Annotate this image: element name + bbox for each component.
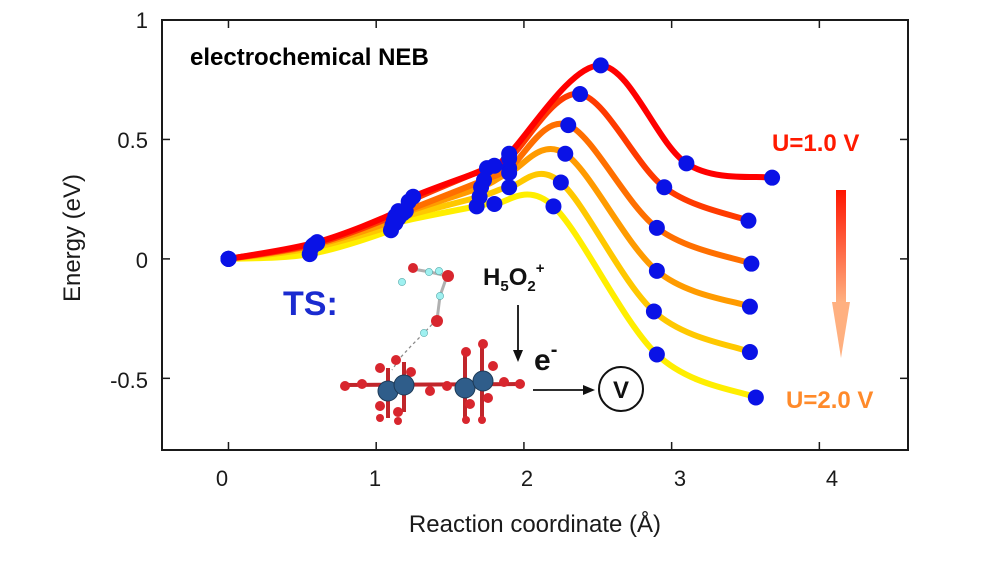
electron-label: e-	[534, 339, 557, 377]
plot-frame	[161, 19, 909, 451]
potential-arrow-shaft	[836, 190, 846, 302]
image-point-marker	[648, 219, 665, 236]
y-tick-label: 1	[136, 8, 148, 33]
image-point-marker	[740, 212, 757, 229]
image-point-marker	[648, 262, 665, 279]
image-point-marker	[557, 145, 574, 162]
voltmeter-icon	[598, 366, 644, 412]
image-point-marker	[468, 198, 485, 215]
h5o2-label: H5O2+	[483, 260, 545, 295]
axis-ticks	[162, 19, 908, 450]
image-point-marker	[545, 198, 562, 215]
x-tick-label: 0	[216, 466, 228, 491]
energy-curves	[225, 62, 776, 401]
image-point-marker	[764, 169, 781, 186]
x-tick-label: 2	[521, 466, 533, 491]
u-low-label: U=2.0 V	[786, 387, 873, 414]
image-point-marker	[741, 298, 758, 315]
image-point-marker	[478, 160, 495, 177]
x-tick-label: 4	[826, 466, 838, 491]
image-point-marker	[560, 117, 577, 134]
image-point-marker	[220, 250, 237, 267]
image-point-marker	[741, 344, 758, 361]
image-point-marker	[645, 303, 662, 320]
image-point-marker	[747, 389, 764, 406]
image-point-marker	[648, 346, 665, 363]
chart-title-label: electrochemical NEB	[190, 44, 429, 71]
u-high-label: U=1.0 V	[772, 130, 859, 157]
y-tick-label: -0.5	[110, 368, 148, 393]
y-tick-label: 0.5	[117, 128, 148, 153]
image-point-marker	[678, 155, 695, 172]
voltmeter-label: V	[613, 377, 629, 404]
y-tick-label: 0	[136, 248, 148, 273]
image-point-marker	[592, 57, 609, 74]
image-point-marker	[572, 86, 589, 103]
image-point-marker	[743, 255, 760, 272]
image-markers	[220, 57, 781, 406]
electron-arrow-head	[583, 385, 595, 395]
image-point-marker	[501, 164, 518, 181]
image-point-marker	[486, 195, 503, 212]
potential-arrow-head	[832, 302, 850, 358]
proton-arrow-head	[513, 350, 523, 362]
ts-structure-image	[340, 263, 525, 425]
image-point-marker	[552, 174, 569, 191]
image-point-marker	[387, 215, 404, 232]
ts-label: TS:	[283, 285, 338, 323]
y-axis-label: Energy (eV)	[59, 174, 86, 302]
image-point-marker	[501, 179, 518, 196]
x-tick-label: 1	[369, 466, 381, 491]
x-axis-label: Reaction coordinate (Å)	[409, 510, 661, 538]
image-point-marker	[301, 246, 318, 263]
x-tick-label: 3	[674, 466, 686, 491]
image-point-marker	[656, 179, 673, 196]
